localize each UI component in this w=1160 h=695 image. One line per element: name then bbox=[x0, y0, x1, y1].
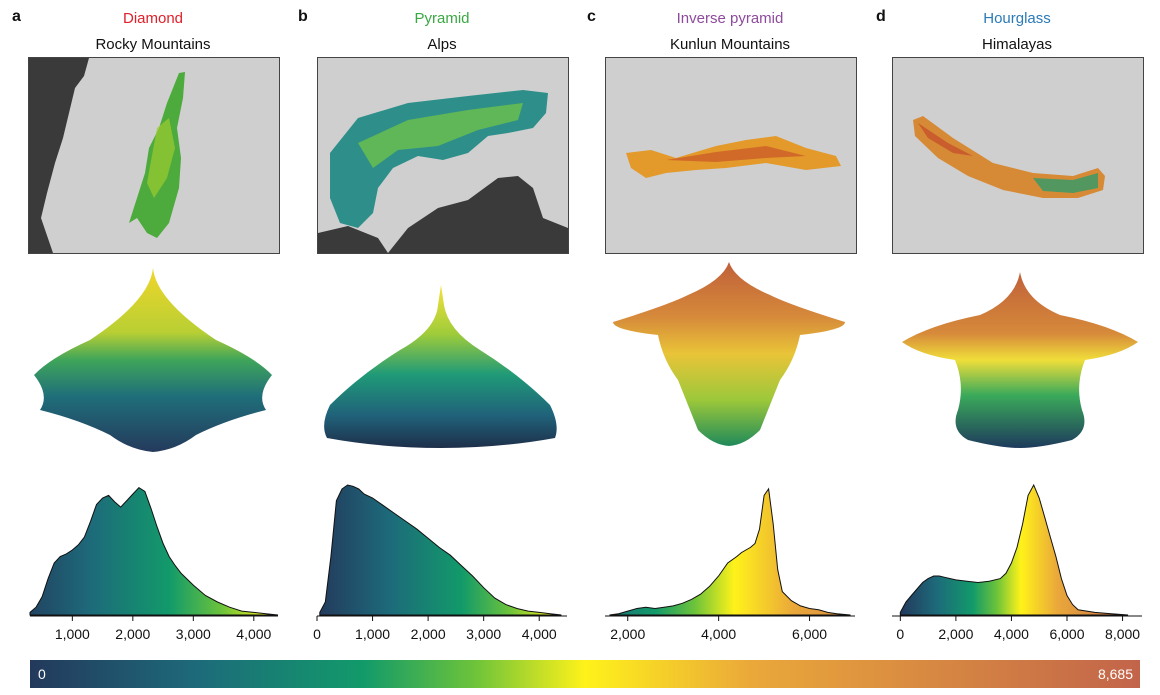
shape-label-d: Hourglass bbox=[983, 10, 1051, 27]
x-tick-label: 2,000 bbox=[610, 626, 645, 642]
histogram-0: 1,000 2,000 3,000 4,000 bbox=[29, 486, 279, 642]
x-tick-label: 3,000 bbox=[176, 626, 211, 642]
x-tick-label: 4,000 bbox=[994, 626, 1029, 642]
histogram-area bbox=[609, 487, 851, 616]
panel-letter-d: d bbox=[876, 8, 886, 25]
x-tick-label: 2,000 bbox=[938, 626, 973, 642]
panel-letter-b: b bbox=[298, 8, 308, 25]
x-tick-label: 3,000 bbox=[466, 626, 501, 642]
x-tick-label: 0 bbox=[896, 626, 904, 642]
x-tick-label: 4,000 bbox=[522, 626, 557, 642]
x-tick-label: 6,000 bbox=[792, 626, 827, 642]
map-alps bbox=[317, 57, 569, 254]
x-tick-label: 1,000 bbox=[355, 626, 390, 642]
x-tick-label: 2,000 bbox=[115, 626, 150, 642]
shape-label-b: Pyramid bbox=[414, 10, 470, 27]
panel-letter-a: a bbox=[12, 8, 21, 25]
panel-letter-c: c bbox=[587, 8, 596, 25]
shape-label-a: Diamond bbox=[122, 10, 184, 27]
range-label-a: Rocky Mountains bbox=[95, 36, 211, 53]
histogram-3: 0 2,000 4,000 6,000 8,000 bbox=[892, 483, 1142, 642]
x-tick-label: 2,000 bbox=[411, 626, 446, 642]
map-himalayas bbox=[892, 57, 1144, 254]
x-tick-label: 4,000 bbox=[236, 626, 271, 642]
range-label-c: Kunlun Mountains bbox=[669, 36, 791, 53]
histogram-area bbox=[29, 486, 279, 616]
map-kunlun-mountains bbox=[605, 57, 857, 254]
histogram-1: 0 1,000 2,000 3,000 4,000 bbox=[313, 484, 567, 642]
x-tick-label: 6,000 bbox=[1049, 626, 1084, 642]
range-label-b: Alps bbox=[427, 36, 457, 53]
histogram-2: 2,000 4,000 6,000 bbox=[605, 487, 855, 642]
map-rocky-mountains bbox=[28, 57, 280, 254]
range-label-d: Himalayas bbox=[981, 36, 1053, 53]
shape-label-c: Inverse pyramid bbox=[676, 10, 784, 27]
histogram-area bbox=[319, 484, 562, 616]
x-tick-label: 8,000 bbox=[1105, 626, 1140, 642]
x-tick-label: 1,000 bbox=[55, 626, 90, 642]
histogram-area bbox=[899, 483, 1129, 616]
x-tick-label: 0 bbox=[313, 626, 321, 642]
x-tick-label: 4,000 bbox=[701, 626, 736, 642]
